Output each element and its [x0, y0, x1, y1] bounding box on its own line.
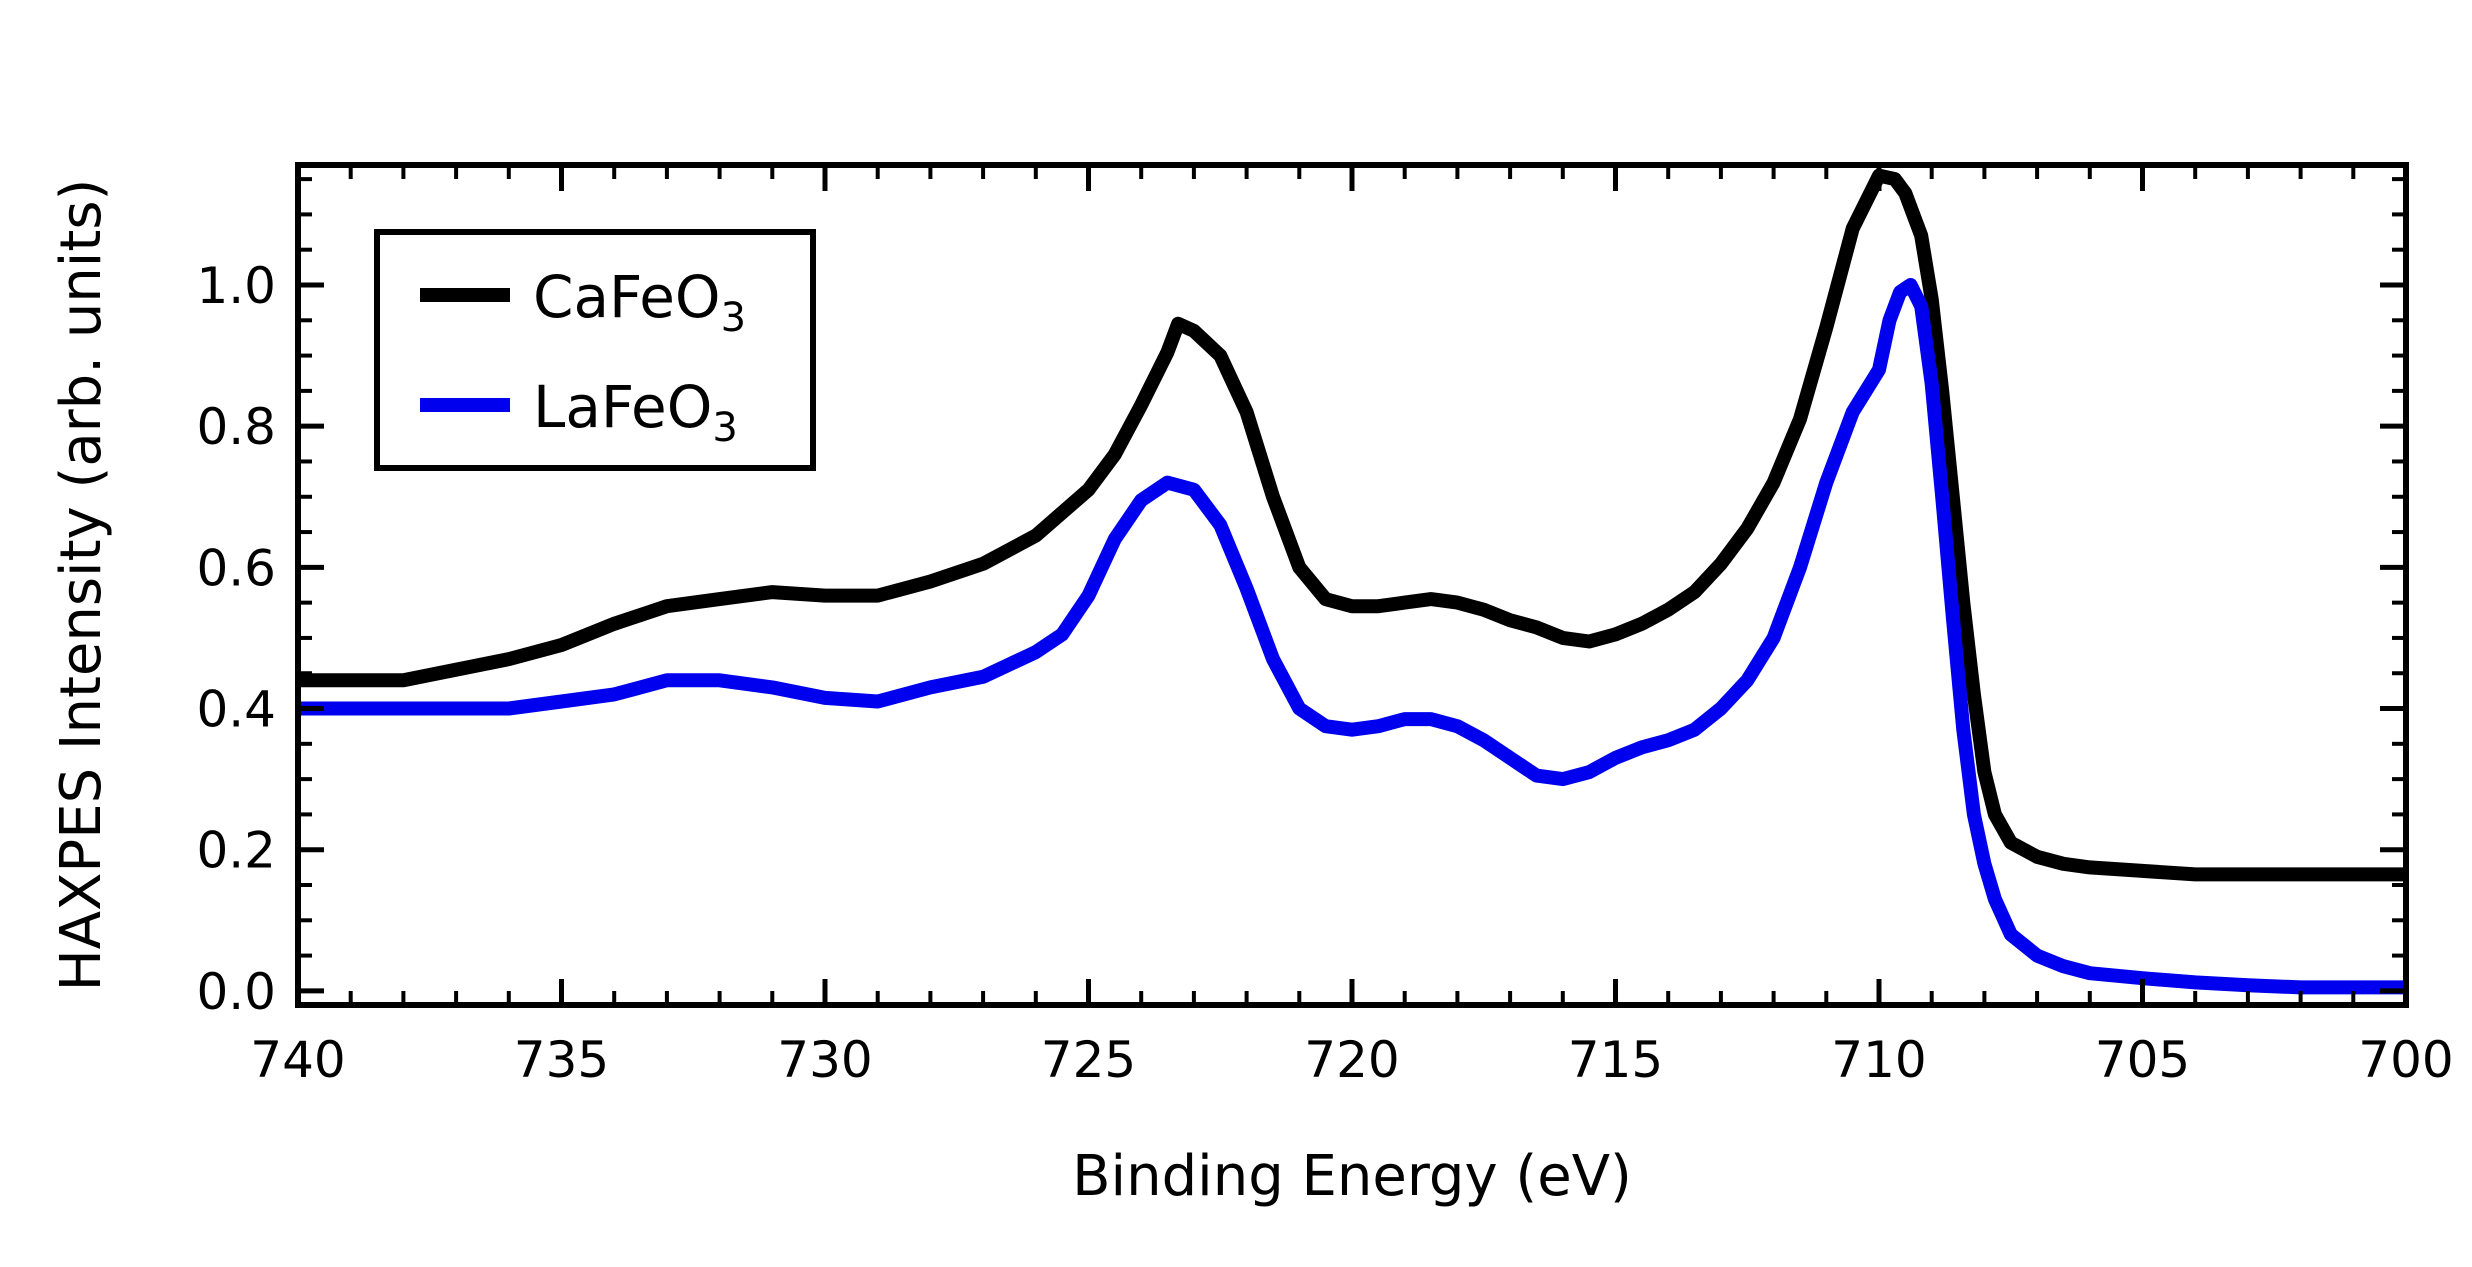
x-tick-label: 700 [2358, 1031, 2453, 1089]
y-tick-label: 1.0 [196, 257, 276, 315]
axis-ticks [295, 165, 2409, 1005]
series-line-cafeo3 [298, 168, 2406, 882]
x-tick-label: 705 [2095, 1031, 2190, 1089]
legend: CaFeO3 LaFeO3 [374, 229, 816, 471]
x-tick-label: 740 [250, 1031, 345, 1089]
legend-box [374, 229, 816, 471]
series-line-lafeo3 [298, 278, 2406, 995]
x-tick-label: 710 [1831, 1031, 1926, 1089]
y-tick-label: 0.0 [196, 963, 276, 1021]
legend-label-lafeo3: LaFeO3 [533, 373, 738, 451]
legend-label-cafeo3: CaFeO3 [533, 263, 746, 341]
x-tick-label: 715 [1568, 1031, 1663, 1089]
x-tick-label: 730 [777, 1031, 872, 1089]
x-axis-title: Binding Energy (eV) [1072, 1144, 1632, 1209]
y-tick-label: 0.8 [196, 398, 276, 456]
plot-lines [298, 168, 2406, 995]
y-axis-title: HAXPES Intensity (arb. units) [49, 179, 114, 992]
x-tick-label: 725 [1041, 1031, 1136, 1089]
x-tick-label: 735 [514, 1031, 609, 1089]
y-tick-label: 0.4 [196, 681, 276, 739]
y-tick-label: 0.2 [196, 822, 276, 880]
y-tick-label: 0.6 [196, 539, 276, 597]
x-tick-label: 720 [1304, 1031, 1399, 1089]
axis-tick-labels: 740 735 730 725 720 715 710 705 700 0.0 0.2 0.4 0.6 0… [196, 257, 2453, 1089]
